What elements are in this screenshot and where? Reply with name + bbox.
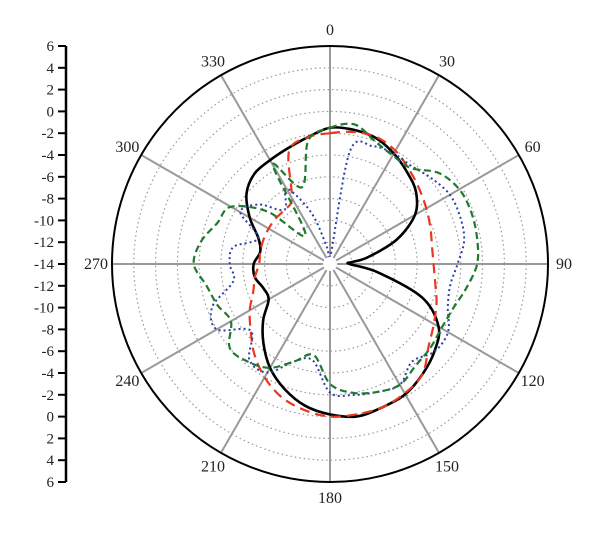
angle-tick-label: 210 [201, 459, 225, 476]
radial-tick-label: 4 [47, 453, 55, 469]
series-dotted-line [209, 140, 466, 397]
angle-spoke [140, 154, 331, 265]
radial-tick-label: 0 [47, 104, 55, 120]
angle-tick-label: 270 [84, 256, 108, 273]
radial-tick-label: -4 [42, 148, 55, 164]
angle-tick-label: 60 [525, 139, 541, 156]
angle-spoke [329, 154, 520, 265]
series-layer [192, 122, 480, 419]
angle-tick-label: 330 [201, 53, 225, 70]
series-dashed-line [248, 130, 438, 418]
radial-tick-label: -12 [34, 235, 54, 251]
series-dashdot-line [192, 122, 480, 395]
angle-spoke [329, 263, 440, 454]
radial-tick-label: -2 [42, 388, 55, 404]
angle-spoke [220, 263, 331, 454]
radial-tick-label: -4 [42, 366, 55, 382]
angle-tick-label: 240 [115, 373, 139, 390]
angle-tick-label: 90 [556, 256, 572, 273]
angle-tick-label: 0 [326, 22, 334, 39]
radial-tick-label: -10 [34, 301, 54, 317]
angle-spokes [112, 46, 548, 482]
radial-tick-label: -8 [42, 322, 55, 338]
angle-tick-label: 180 [318, 490, 342, 507]
radial-tick-label: -2 [42, 126, 55, 142]
angle-spoke [140, 263, 331, 374]
radial-tick-label: 4 [47, 61, 55, 77]
radial-tick-label: -6 [42, 344, 55, 360]
angle-spoke [329, 263, 520, 374]
radial-tick-label: -8 [42, 192, 55, 208]
angle-tick-label: 30 [439, 53, 455, 70]
series-solid-line [245, 126, 441, 419]
radial-tick-label: 6 [47, 39, 55, 55]
radial-tick-label: 6 [47, 475, 55, 491]
angle-tick-label: 150 [435, 459, 459, 476]
radial-axis: 6 4 2 0 -2 -4 -6 -8 -10 -12 -14 -12 -10 -8 -6 -4 -2 0 2 4 6 [34, 39, 68, 491]
angle-tick-label: 120 [521, 373, 545, 390]
outer-ring [111, 45, 549, 483]
center-dot [323, 257, 337, 271]
radial-tick-label: -12 [34, 279, 54, 295]
radial-tick-label: -6 [42, 170, 55, 186]
radial-tick-label: 2 [47, 431, 55, 447]
angle-labels: 0 30 60 90 120 150 180 210 240 270 300 330 [84, 22, 572, 507]
radial-tick-label: -10 [34, 213, 54, 229]
radial-tick-label: 0 [47, 410, 55, 426]
radial-tick-label: -14 [34, 257, 54, 273]
radial-tick-label: 2 [47, 83, 55, 99]
angle-spoke [329, 74, 440, 265]
angle-spoke [220, 74, 331, 265]
angle-tick-label: 300 [115, 139, 139, 156]
